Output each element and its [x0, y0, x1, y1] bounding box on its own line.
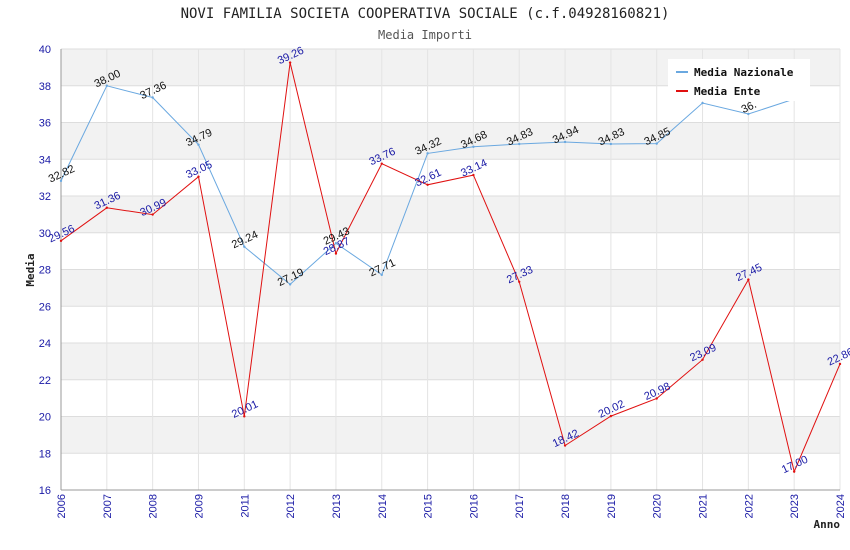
data-point [426, 152, 429, 155]
x-tick-label: 2009 [193, 494, 205, 518]
data-point [380, 162, 383, 165]
gridlines [60, 48, 841, 491]
y-tick-label: 28 [39, 265, 51, 277]
data-point [380, 273, 383, 277]
grid-band [61, 269, 840, 307]
x-axis-ticks: 2006 2007 2008 2009 2011 2012 2013 2014 2015 2016… [56, 494, 847, 518]
y-tick-label: 30 [39, 228, 51, 240]
data-point [151, 96, 154, 99]
x-axis-label: Anno [814, 518, 841, 531]
x-tick-label: 2016 [468, 494, 480, 518]
data-point [701, 101, 704, 105]
data-point [472, 145, 475, 148]
data-point [518, 280, 521, 284]
y-tick-label: 38 [39, 81, 51, 93]
grid-band [61, 122, 840, 160]
x-tick-label: 2014 [377, 494, 389, 518]
y-axis-ticks: 16 18 20 22 24 26 28 30 32 34 36 38 40 [39, 44, 51, 497]
data-point [792, 470, 796, 473]
y-tick-label: 18 [39, 448, 51, 460]
legend-entry: Media Ente [694, 85, 761, 98]
x-tick-label: 2019 [606, 494, 618, 518]
data-point [747, 112, 750, 116]
data-point [197, 175, 200, 178]
data-point [334, 242, 338, 245]
y-tick-label: 16 [39, 485, 51, 497]
x-tick-label: 2022 [743, 494, 755, 518]
data-point [609, 142, 613, 146]
x-tick-label: 2023 [789, 494, 801, 518]
data-point [151, 213, 154, 216]
data-point [747, 278, 750, 281]
y-axis-label: Media [24, 253, 37, 286]
y-tick-label: 34 [39, 154, 51, 166]
data-point [243, 245, 246, 248]
data-point [288, 283, 292, 286]
y-tick-label: 36 [39, 118, 51, 130]
y-tick-label: 32 [39, 191, 51, 203]
chart-title: NOVI FAMILIA SOCIETA COOPERATIVA SOCIALE… [181, 6, 670, 22]
series-layer [59, 61, 842, 474]
x-tick-label: 2011 [239, 494, 251, 518]
data-point [334, 252, 338, 255]
data-point [563, 444, 567, 447]
x-tick-label: 2008 [148, 494, 160, 518]
grid-band [61, 196, 840, 233]
y-tick-label: 24 [39, 338, 51, 350]
data-point [563, 140, 567, 144]
x-tick-label: 2006 [56, 494, 68, 518]
grid-band [61, 343, 840, 380]
chart-subtitle: Media Importi [378, 28, 472, 42]
legend-entry: Media Nazionale [694, 66, 794, 79]
grid-band [61, 416, 840, 454]
data-point [472, 173, 475, 177]
x-tick-label: 2012 [285, 494, 297, 518]
data-point [609, 414, 613, 418]
grid-band [61, 306, 840, 343]
x-tick-label: 2020 [652, 494, 664, 518]
grid-band [61, 159, 840, 196]
x-tick-label: 2024 [835, 494, 847, 518]
data-point [838, 362, 842, 366]
data-point [288, 61, 292, 64]
grid-band [61, 453, 840, 490]
data-point [59, 239, 63, 243]
grid-band [61, 232, 840, 270]
y-tick-label: 26 [39, 301, 51, 313]
legend-box [668, 59, 810, 101]
y-tick-label: 22 [39, 375, 51, 387]
x-tick-label: 2015 [423, 494, 435, 518]
x-tick-label: 2013 [331, 494, 343, 518]
data-point [243, 415, 246, 418]
grid-band [61, 379, 840, 417]
data-point [426, 183, 429, 186]
data-point [518, 142, 521, 146]
x-tick-label: 2021 [698, 494, 710, 518]
x-tick-label: 2017 [514, 494, 526, 518]
series-line-media-ente [60, 62, 841, 474]
data-point [105, 84, 109, 87]
grid-bands [61, 49, 840, 490]
x-tick-label: 2018 [560, 494, 572, 518]
data-point [105, 206, 109, 209]
data-label: 36. [740, 99, 759, 116]
data-point [701, 358, 704, 361]
data-point [59, 179, 63, 183]
y-tick-label: 40 [39, 44, 51, 56]
legend: Media Nazionale Media Ente [668, 59, 810, 101]
data-point [655, 397, 658, 400]
data-point [655, 142, 658, 145]
y-tick-label: 20 [39, 412, 51, 424]
data-point [197, 143, 200, 146]
x-tick-label: 2007 [102, 494, 114, 518]
